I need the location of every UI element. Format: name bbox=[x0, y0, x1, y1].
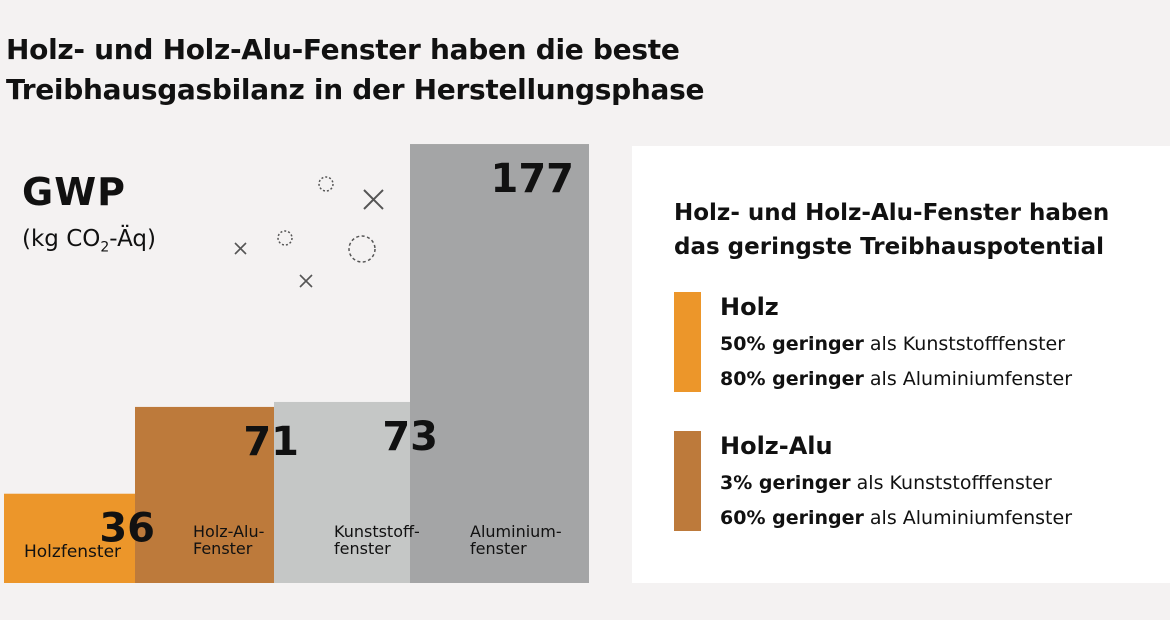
bar-value-label: 36 bbox=[99, 506, 155, 552]
decorative-symbols bbox=[234, 176, 384, 288]
category-label: Fenster bbox=[193, 539, 253, 558]
panel-heading-line-2: das geringste Treibhauspotential bbox=[674, 234, 1105, 260]
dotted-circle-icon bbox=[277, 230, 293, 246]
holz-color-swatch bbox=[674, 292, 701, 392]
category-label: fenster bbox=[470, 539, 527, 558]
panel-heading: Holz- und Holz-Alu-Fenster haben das ger… bbox=[674, 196, 1170, 264]
dotted-circle-icon bbox=[318, 176, 334, 192]
info-panel: Holz- und Holz-Alu-Fenster haben das ger… bbox=[632, 146, 1170, 583]
chart-title-line-2: Treibhausgasbilanz in der Herstellungsph… bbox=[6, 73, 705, 106]
category-label: fenster bbox=[334, 539, 391, 558]
category-label: Aluminium- bbox=[470, 522, 562, 541]
comparison-line: 60% geringer als Aluminiumfenster bbox=[720, 507, 1073, 529]
comparison-line: 50% geringer als Kunststofffenster bbox=[720, 333, 1066, 355]
category-label: Kunststoff- bbox=[334, 522, 420, 541]
chart-title: Holz- und Holz-Alu-Fenster haben die bes… bbox=[6, 30, 906, 110]
legend-item-name: Holz-Alu bbox=[720, 432, 833, 460]
category-label: Holzfenster bbox=[24, 542, 121, 562]
bar-aluminiumfenster bbox=[410, 144, 589, 584]
cross-icon bbox=[299, 274, 313, 288]
comparison-line: 80% geringer als Aluminiumfenster bbox=[720, 368, 1073, 390]
legend-item-name: Holz bbox=[720, 293, 779, 321]
gwp-unit: (kg CO2-Äq) bbox=[22, 226, 156, 256]
dotted-circle-icon bbox=[348, 235, 376, 263]
bar-value-label: 73 bbox=[382, 414, 438, 460]
chart-title-line-1: Holz- und Holz-Alu-Fenster haben die bes… bbox=[6, 33, 680, 66]
panel-heading-line-1: Holz- und Holz-Alu-Fenster haben bbox=[674, 200, 1110, 226]
cross-icon bbox=[363, 189, 384, 210]
comparison-line: 3% geringer als Kunststofffenster bbox=[720, 472, 1052, 494]
category-label: Holz-Alu- bbox=[193, 522, 264, 541]
cross-icon bbox=[234, 242, 247, 255]
bar-value-label: 177 bbox=[491, 156, 575, 202]
bar-value-label: 71 bbox=[243, 419, 299, 465]
holz-alu-color-swatch bbox=[674, 431, 701, 531]
gwp-label: GWP bbox=[22, 170, 126, 214]
